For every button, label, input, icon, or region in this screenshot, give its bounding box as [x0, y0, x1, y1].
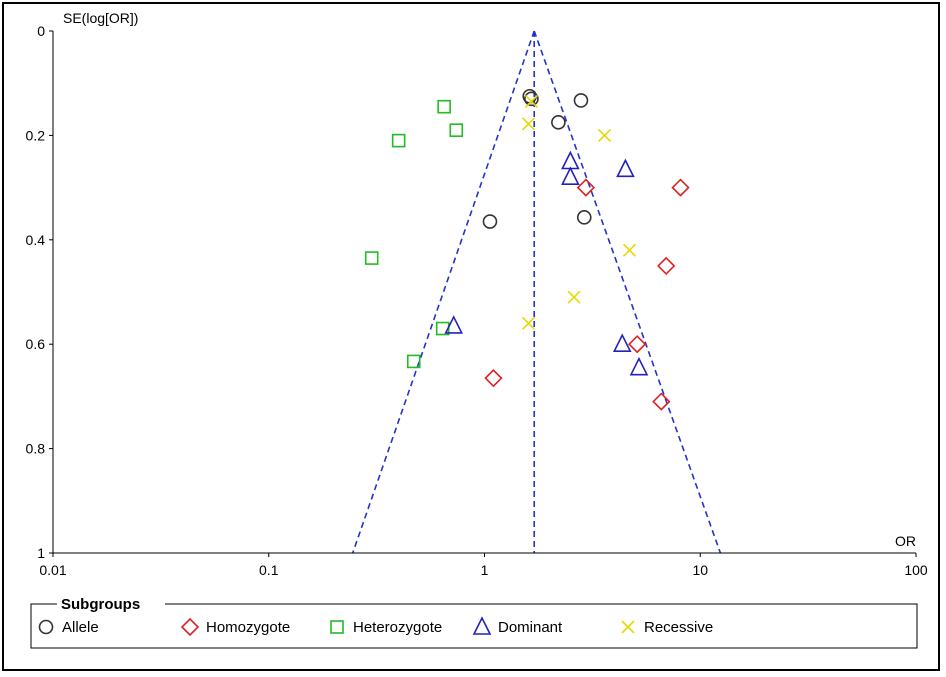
data-point-heterozygote [449, 123, 464, 137]
y-tick-label: 0.6 [26, 336, 46, 352]
y-tick-label: 0.8 [26, 441, 46, 457]
data-point-dominant [616, 158, 635, 178]
legend-label-recessive: Recessive [644, 619, 713, 636]
chart-frame [2, 2, 940, 671]
x-tick-label: 100 [904, 562, 928, 578]
legend-marker-recessive-stroke [621, 620, 635, 634]
data-point-heterozygote [437, 99, 451, 114]
x-tick-label: 0.01 [39, 562, 66, 578]
legend-label-dominant: Dominant [498, 619, 563, 636]
data-point-recessive-stroke [521, 316, 536, 330]
data-point-recessive [521, 316, 536, 330]
data-point-dominant [629, 356, 649, 376]
y-tick-label: 0.4 [26, 232, 46, 248]
legend-label-heterozygote: Heterozygote [353, 619, 442, 636]
data-point-recessive-stroke [567, 290, 581, 304]
data-point-homozygote [657, 256, 676, 276]
data-point-homozygote [628, 335, 647, 354]
data-point-recessive [597, 128, 612, 142]
y-tick-label: 0 [37, 23, 45, 39]
plot-area [351, 30, 722, 554]
data-point-recessive [521, 117, 536, 131]
legend-box [30, 603, 918, 649]
x-tick-label: 1 [481, 562, 489, 578]
legend-label-homozygote: Homozygote [206, 619, 290, 636]
data-point-allele [482, 214, 498, 229]
legend-title-bg [57, 595, 165, 613]
legend-marker-heterozygote [330, 620, 344, 634]
legend-marker-recessive [621, 620, 635, 634]
legend-marker-allele [38, 619, 54, 635]
data-point-homozygote [652, 392, 671, 411]
legend-label-allele: Allele [62, 619, 99, 636]
data-point-allele [524, 91, 539, 107]
x-tick-label: 10 [692, 562, 708, 578]
data-point-heterozygote [406, 354, 421, 369]
funnel-left-bound [351, 30, 535, 554]
y-axis-label: SE(log[OR]) [63, 10, 138, 26]
data-point-homozygote [576, 178, 595, 197]
data-point-recessive-stroke [524, 94, 538, 109]
data-point-allele [576, 210, 592, 225]
x-axis-label: OR [895, 533, 916, 549]
legend-title: Subgroups [61, 596, 140, 613]
y-tick-label: 0.2 [26, 127, 46, 143]
data-point-dominant [612, 333, 632, 353]
data-point-recessive-stroke [622, 243, 637, 257]
data-point-recessive-stroke [597, 128, 612, 142]
y-tick-label: 1 [37, 545, 45, 561]
funnel-right-bound [533, 30, 722, 554]
data-point-heterozygote [364, 251, 379, 265]
data-point-heterozygote [391, 133, 406, 148]
data-point-homozygote [671, 178, 690, 197]
data-point-allele [551, 115, 566, 130]
legend-marker-dominant [472, 616, 492, 635]
data-point-dominant [444, 315, 464, 334]
data-point-recessive-stroke [521, 117, 536, 131]
data-point-dominant [561, 150, 580, 170]
data-point-dominant [561, 166, 580, 185]
legend: Subgroups Allele Homozygote Heterozygote Dom… [30, 595, 918, 649]
legend-marker-homozygote [180, 617, 200, 637]
markers [364, 88, 690, 411]
data-point-recessive [567, 290, 581, 304]
data-point-allele [573, 93, 589, 108]
x-tick-label: 0.1 [259, 562, 279, 578]
data-point-recessive [524, 94, 538, 109]
data-point-recessive [622, 243, 637, 257]
data-point-homozygote [484, 368, 503, 388]
